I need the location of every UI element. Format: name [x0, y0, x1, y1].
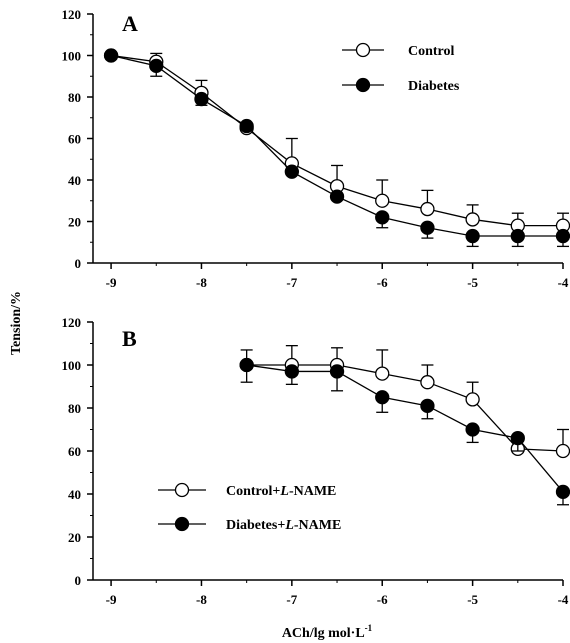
x-axis-label: ACh/lg mol·L-1 [282, 623, 373, 641]
data-point [149, 58, 164, 74]
x-tick-label: -9 [106, 592, 117, 607]
panel-label: A [122, 11, 138, 36]
y-tick-label: 100 [62, 49, 82, 64]
legend-marker [174, 482, 190, 498]
x-tick-label: -5 [467, 275, 478, 290]
series-line [110, 54, 563, 237]
legend-label-prefix: Diabetes+ [226, 518, 285, 533]
y-tick-label: 120 [62, 315, 82, 330]
y-axis-label: Tension/% [9, 291, 24, 355]
data-point [510, 228, 525, 244]
data-point [465, 422, 480, 437]
y-tick-label: 100 [62, 358, 82, 373]
legend-label-italic: L [284, 518, 294, 533]
data-point [103, 48, 119, 63]
x-tick-label: -4 [558, 275, 569, 290]
series-line [246, 364, 564, 493]
x-tick-label: -6 [377, 275, 388, 290]
x-axis-label-main: ACh/lg mol·L [282, 626, 365, 641]
x-tick-label: -4 [558, 592, 569, 607]
legend-label: Control+L-NAME [226, 484, 336, 499]
data-point [284, 164, 299, 179]
legend-label-suffix: -NAME [289, 484, 336, 499]
y-tick-label: 20 [68, 530, 81, 545]
y-tick-label: 0 [75, 573, 82, 588]
y-tick-label: 80 [68, 90, 81, 105]
legend-marker [174, 516, 190, 532]
data-point [510, 430, 525, 446]
y-tick-label: 0 [75, 256, 82, 271]
data-point [239, 118, 254, 134]
x-axis-label-superscript: -1 [365, 623, 373, 633]
panel-a: 0 20 40 60 80 100 120 -9 -8 -7 -6 -5 -4 A Control Diabe… [62, 7, 570, 290]
data-point [375, 366, 390, 381]
x-tick-label: -5 [467, 592, 478, 607]
data-point [329, 189, 345, 204]
data-point [465, 212, 480, 227]
y-tick-label: 40 [68, 487, 81, 502]
x-tick-label: -9 [106, 275, 117, 290]
data-point [420, 220, 435, 235]
data-point [555, 484, 570, 499]
y-tick-label: 20 [68, 215, 81, 230]
legend-marker [355, 42, 371, 58]
legend-label-suffix: -NAME [294, 518, 341, 533]
legend-label-prefix: Control+ [226, 484, 280, 499]
y-tick-label: 40 [68, 173, 81, 188]
legend-marker [355, 77, 371, 93]
data-point [375, 193, 390, 208]
data-point [239, 357, 254, 373]
x-tick-label: -8 [196, 275, 207, 290]
y-tick-label: 60 [68, 132, 81, 147]
data-point [465, 392, 480, 407]
legend-label: Diabetes+L-NAME [226, 518, 341, 533]
y-tick-label: 80 [68, 401, 81, 416]
legend-label-italic: L [279, 484, 289, 499]
x-tick-label: -8 [196, 592, 207, 607]
data-point [465, 228, 480, 244]
data-point [420, 375, 435, 390]
data-point [329, 364, 345, 379]
x-tick-label: -6 [377, 592, 388, 607]
data-point [420, 201, 435, 217]
data-point [375, 390, 390, 405]
data-point [555, 443, 570, 459]
x-tick-label: -7 [286, 592, 297, 607]
panel-label: B [122, 326, 137, 351]
series-line [246, 364, 564, 452]
data-point [194, 91, 209, 107]
y-tick-label: 60 [68, 444, 81, 459]
legend-label: Control [408, 44, 455, 59]
y-tick-label: 120 [62, 7, 82, 22]
data-point [284, 364, 299, 379]
data-point [555, 228, 570, 244]
x-tick-label: -7 [286, 275, 297, 290]
legend-label: Diabetes [408, 79, 460, 94]
data-point [375, 210, 390, 225]
data-point [420, 398, 435, 414]
